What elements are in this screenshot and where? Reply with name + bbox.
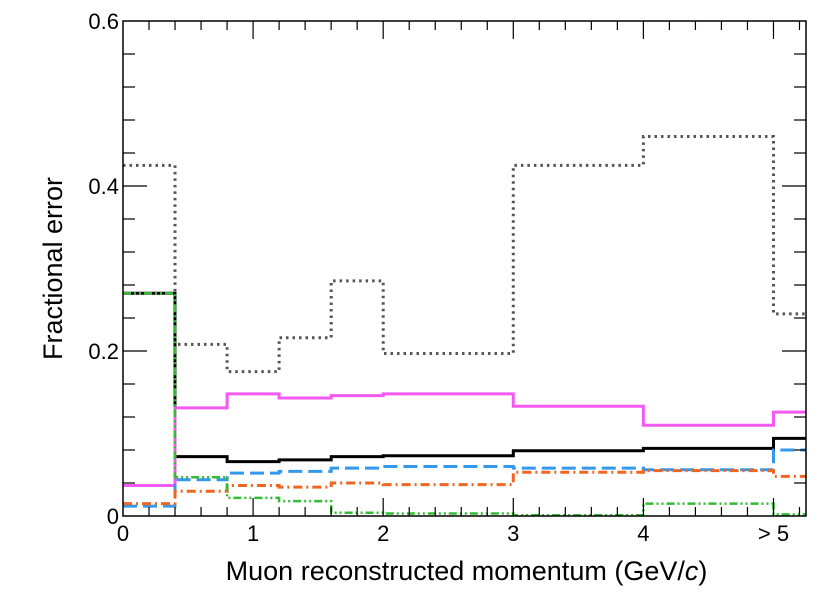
- plot-frame: [122, 20, 807, 517]
- x-tick-label: > 5: [758, 521, 789, 546]
- y-tick-label: 0.6: [88, 9, 119, 34]
- x-axis-title-italic: c: [685, 556, 699, 586]
- x-axis-title-main: Muon reconstructed momentum (GeV/: [226, 556, 686, 586]
- y-tick-label: 0.4: [88, 174, 119, 199]
- x-axis-title-close: ): [698, 556, 707, 586]
- series-line-4: [123, 448, 806, 508]
- x-tick-label: 3: [507, 521, 519, 546]
- ticks-layer: 0 1 2 3 4 > 5 0 0.2 0.4 0.6: [88, 9, 806, 546]
- series-line-5: [123, 469, 806, 506]
- y-axis-title: Fractional error: [38, 177, 68, 360]
- series-line-2: [123, 291, 806, 464]
- series-line-1: [123, 135, 806, 374]
- series-line-6: [123, 292, 806, 517]
- series-layer: [123, 135, 806, 517]
- x-tick-label: 4: [637, 521, 649, 546]
- x-axis-title: Muon reconstructed momentum (GeV/c): [226, 556, 708, 586]
- series-line-3: [123, 392, 806, 487]
- x-tick-label: 1: [247, 521, 259, 546]
- y-tick-label: 0.2: [88, 339, 119, 364]
- y-tick-label: 0: [107, 504, 119, 529]
- x-tick-label: 2: [377, 521, 389, 546]
- x-tick-label: 0: [117, 521, 129, 546]
